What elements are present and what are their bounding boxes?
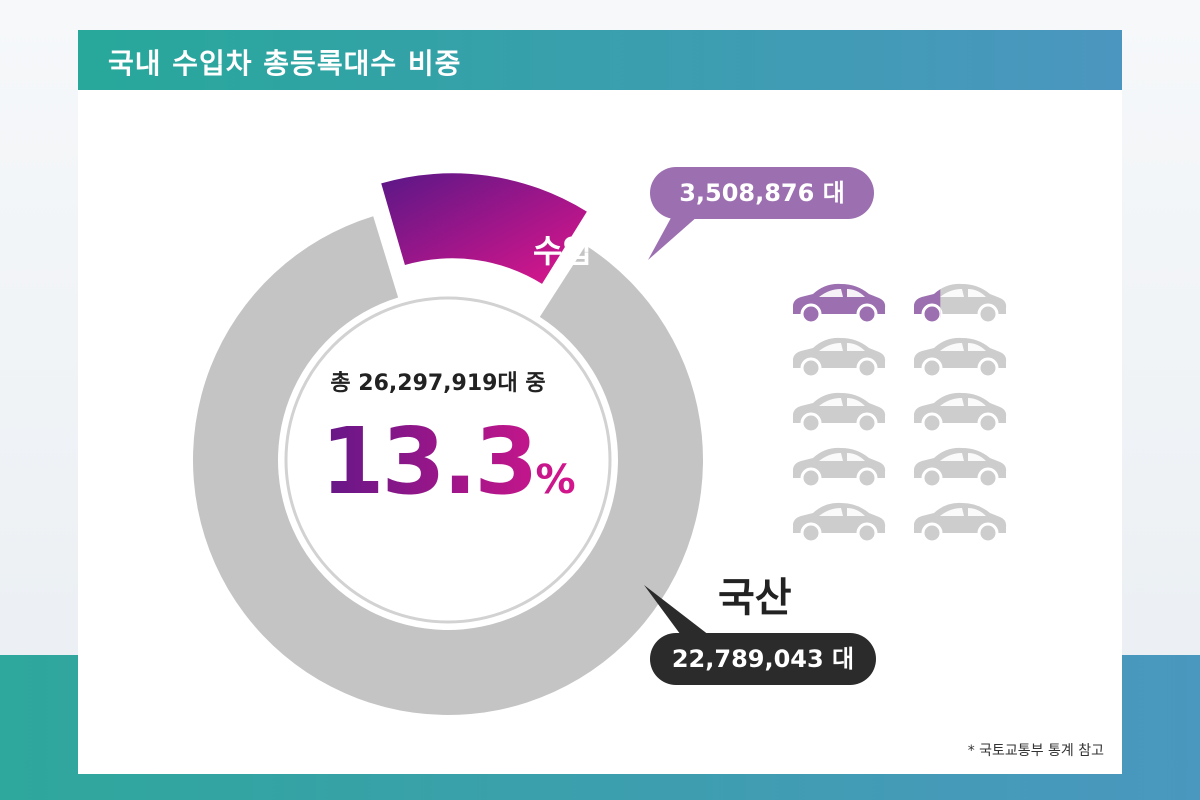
car-icon [914,283,1007,325]
car-icon [793,502,886,544]
total-count-text: 총 26,297,919대 중 [330,371,546,396]
inner-ring-line [284,296,612,624]
car-icon [914,502,1007,544]
header-bar: 국내 수입차 총등록대수 비중 [78,30,1122,90]
domestic-callout-pointer [644,585,718,642]
car-icon [793,392,886,434]
car-icon [793,283,886,325]
domestic-value-pill: 22,789,043 대 [650,633,876,685]
source-footnote: * 국토교통부 통계 참고 [967,743,1104,759]
import-value-pill: 3,508,876 대 [650,167,874,219]
car-icon [793,447,886,489]
infographic-card: 국내 수입차 총등록대수 비중 총 26,297,919대 중 13.3% 수입… [78,30,1122,774]
car-icon [914,447,1007,489]
import-percent-value: 13.3% [298,408,598,515]
import-slice-label: 수입 [533,232,592,270]
donut-chart [193,173,1007,716]
car-icon [793,337,886,379]
domestic-slice [193,216,703,716]
percent-sign: % [535,457,576,503]
domestic-slice-label: 국산 [718,575,792,621]
import-callout-pointer [648,216,698,260]
percent-number: 13.3 [320,408,536,515]
import-slice [381,173,587,284]
page-title: 국내 수입차 총등록대수 비중 [108,47,462,80]
car-icon [914,392,1007,434]
car-icon [914,337,1007,379]
